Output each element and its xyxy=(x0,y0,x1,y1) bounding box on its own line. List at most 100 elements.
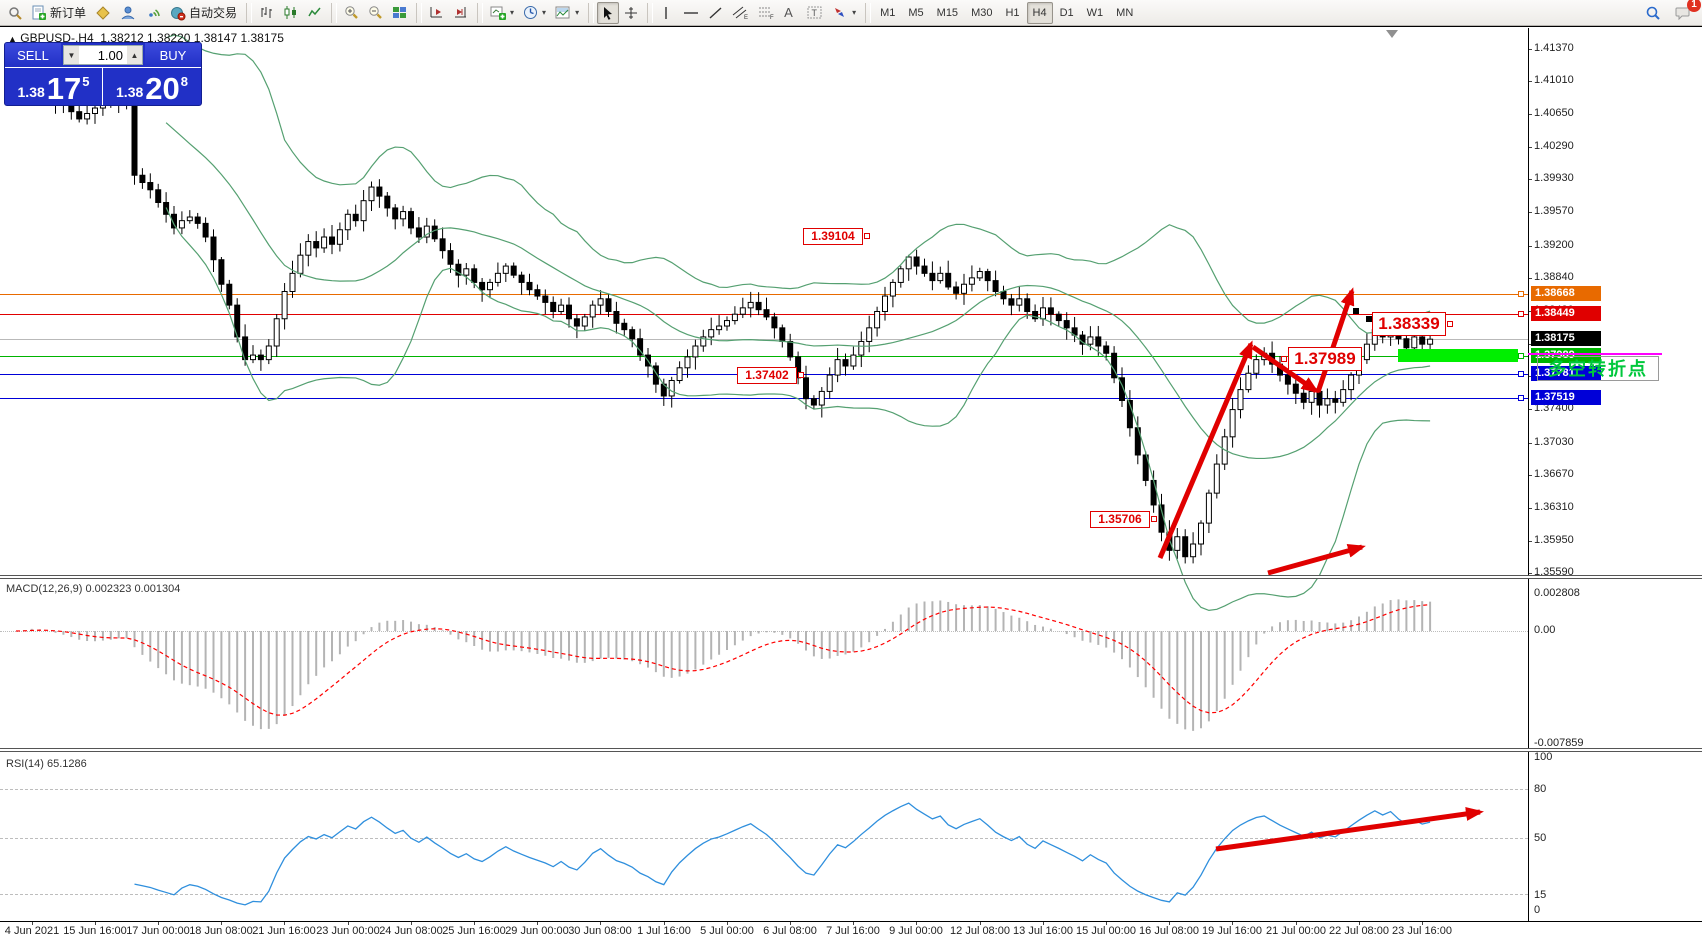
time-axis-tick xyxy=(600,921,601,925)
line-handle[interactable] xyxy=(1518,371,1524,377)
price-callout[interactable]: 1.37989 xyxy=(1288,347,1362,371)
buy-button[interactable]: BUY xyxy=(145,43,201,67)
time-axis-label: 21 Jun 16:00 xyxy=(252,925,316,937)
chart-shift-icon[interactable] xyxy=(449,2,472,24)
timeframe-h1-button[interactable]: H1 xyxy=(1005,6,1020,19)
callout-handle[interactable] xyxy=(1281,356,1287,362)
fibonacci-tool-button[interactable]: F xyxy=(754,2,779,24)
crosshair-tool-button[interactable] xyxy=(620,2,642,24)
callout-handle[interactable] xyxy=(1447,321,1453,327)
pivot-annotation-text[interactable]: 多空转折点 xyxy=(1537,356,1659,381)
text-tool-button[interactable]: A xyxy=(784,5,793,20)
volume-stepper[interactable]: ▼ 1.00 ▲ xyxy=(63,45,143,65)
bollinger-upper xyxy=(165,34,1431,334)
time-axis-label: 18 Jun 08:00 xyxy=(189,925,253,937)
price-line[interactable] xyxy=(0,356,1528,357)
magenta-line[interactable] xyxy=(1528,353,1662,355)
timeframe-mn-button[interactable]: MN xyxy=(1116,6,1134,19)
templates-button[interactable]: ▾ xyxy=(551,2,583,24)
price-callout[interactable]: 1.37402 xyxy=(737,367,797,384)
market-watch-icon[interactable] xyxy=(91,2,115,24)
price-tick xyxy=(1528,81,1532,82)
price-callout[interactable]: 1.35706 xyxy=(1090,511,1150,528)
search-icon[interactable] xyxy=(1641,2,1665,24)
new-chart-button[interactable]: ▾ xyxy=(486,2,518,24)
time-axis-label: 23 Jul 16:00 xyxy=(1392,925,1452,937)
bar-chart-icon[interactable] xyxy=(255,2,278,24)
timeframe-h4-button[interactable]: H4 xyxy=(1026,1,1053,24)
line-chart-icon[interactable] xyxy=(303,2,326,24)
candlestick-chart-icon[interactable] xyxy=(279,2,302,24)
sell-button[interactable]: SELL xyxy=(5,43,61,67)
horizontal-line-tool-button[interactable] xyxy=(679,2,703,24)
sell-price-pip: 5 xyxy=(82,74,90,89)
chart-symbol-period: GBPUSD-,H4 xyxy=(20,31,94,45)
timeframe-w1-button[interactable]: W1 xyxy=(1086,6,1104,19)
auto-trading-button[interactable]: 自动交易 xyxy=(166,2,241,24)
equidistant-channel-tool-button[interactable]: E xyxy=(728,2,753,24)
find-icon[interactable] xyxy=(4,2,26,24)
zoom-out-icon[interactable] xyxy=(364,2,387,24)
notifications-button[interactable]: 1 xyxy=(1671,0,1701,24)
price-tick xyxy=(1528,475,1532,476)
price-tick-label: 1.40290 xyxy=(1534,140,1574,152)
auto-scroll-icon[interactable] xyxy=(425,2,448,24)
bollinger-middle xyxy=(165,122,1431,460)
svg-text:T: T xyxy=(812,8,818,18)
chart-shift-marker xyxy=(1386,30,1398,38)
time-axis-tick xyxy=(1296,921,1297,925)
cursor-tool-button[interactable] xyxy=(597,1,620,24)
timeframe-m1-button[interactable]: M1 xyxy=(880,6,896,19)
timeframe-m5-button[interactable]: M5 xyxy=(908,6,924,19)
timeframe-d1-button[interactable]: D1 xyxy=(1059,6,1074,19)
timeframe-m30-button[interactable]: M30 xyxy=(971,6,993,19)
arrows-tool-button[interactable]: ▾ xyxy=(828,2,860,24)
sell-price[interactable]: 1.38 17 5 xyxy=(5,68,103,105)
zoom-in-icon[interactable] xyxy=(340,2,363,24)
time-axis-label: 15 Jul 00:00 xyxy=(1076,925,1136,937)
price-line[interactable] xyxy=(0,339,1528,340)
line-handle[interactable] xyxy=(1518,395,1524,401)
price-tick xyxy=(1528,508,1532,509)
time-axis-tick xyxy=(1169,921,1170,925)
sell-price-prefix: 1.38 xyxy=(17,84,45,100)
trendline-tool-button[interactable] xyxy=(704,2,727,24)
time-axis-tick xyxy=(916,921,917,925)
buy-price[interactable]: 1.38 20 8 xyxy=(103,68,201,105)
buy-price-pip: 8 xyxy=(180,74,188,89)
callout-handle[interactable] xyxy=(864,233,870,239)
green-highlight-zone[interactable] xyxy=(1398,349,1518,362)
price-line[interactable] xyxy=(0,294,1528,295)
signal-icon[interactable] xyxy=(141,2,165,24)
rsi-pane-divider[interactable] xyxy=(0,748,1702,752)
line-handle[interactable] xyxy=(1518,311,1524,317)
line-handle[interactable] xyxy=(1518,291,1524,297)
price-callout[interactable]: 1.39104 xyxy=(803,228,863,245)
callout-handle[interactable] xyxy=(1151,516,1157,522)
price-line[interactable] xyxy=(0,398,1528,399)
time-axis-line xyxy=(0,921,1702,922)
vertical-line-tool-button[interactable] xyxy=(656,2,678,24)
volume-increment-button[interactable]: ▲ xyxy=(127,46,142,64)
new-order-button[interactable]: 新订单 xyxy=(27,2,90,24)
periods-caret-icon: ▾ xyxy=(542,8,547,17)
price-callout[interactable]: 1.38339 xyxy=(1372,312,1446,336)
tile-windows-icon[interactable] xyxy=(388,2,411,24)
price-tick xyxy=(1528,376,1532,377)
macd-pane-divider[interactable] xyxy=(0,575,1702,579)
periods-button[interactable]: ▾ xyxy=(519,2,550,24)
text-label-tool-button[interactable]: T xyxy=(803,2,827,24)
trend-arrow xyxy=(1267,543,1366,576)
callout-handle[interactable] xyxy=(798,372,804,378)
time-axis-tick xyxy=(727,921,728,925)
volume-decrement-button[interactable]: ▼ xyxy=(64,46,79,64)
navigator-icon[interactable] xyxy=(116,2,140,24)
timeframe-m15-button[interactable]: M15 xyxy=(936,6,959,19)
line-handle[interactable] xyxy=(1518,353,1524,359)
rsi-axis-label: 50 xyxy=(1534,832,1547,844)
price-tick-label: 1.41010 xyxy=(1534,74,1574,86)
price-tick xyxy=(1528,541,1532,542)
price-tick xyxy=(1528,179,1532,180)
ohlc-high: 1.38220 xyxy=(147,31,191,45)
